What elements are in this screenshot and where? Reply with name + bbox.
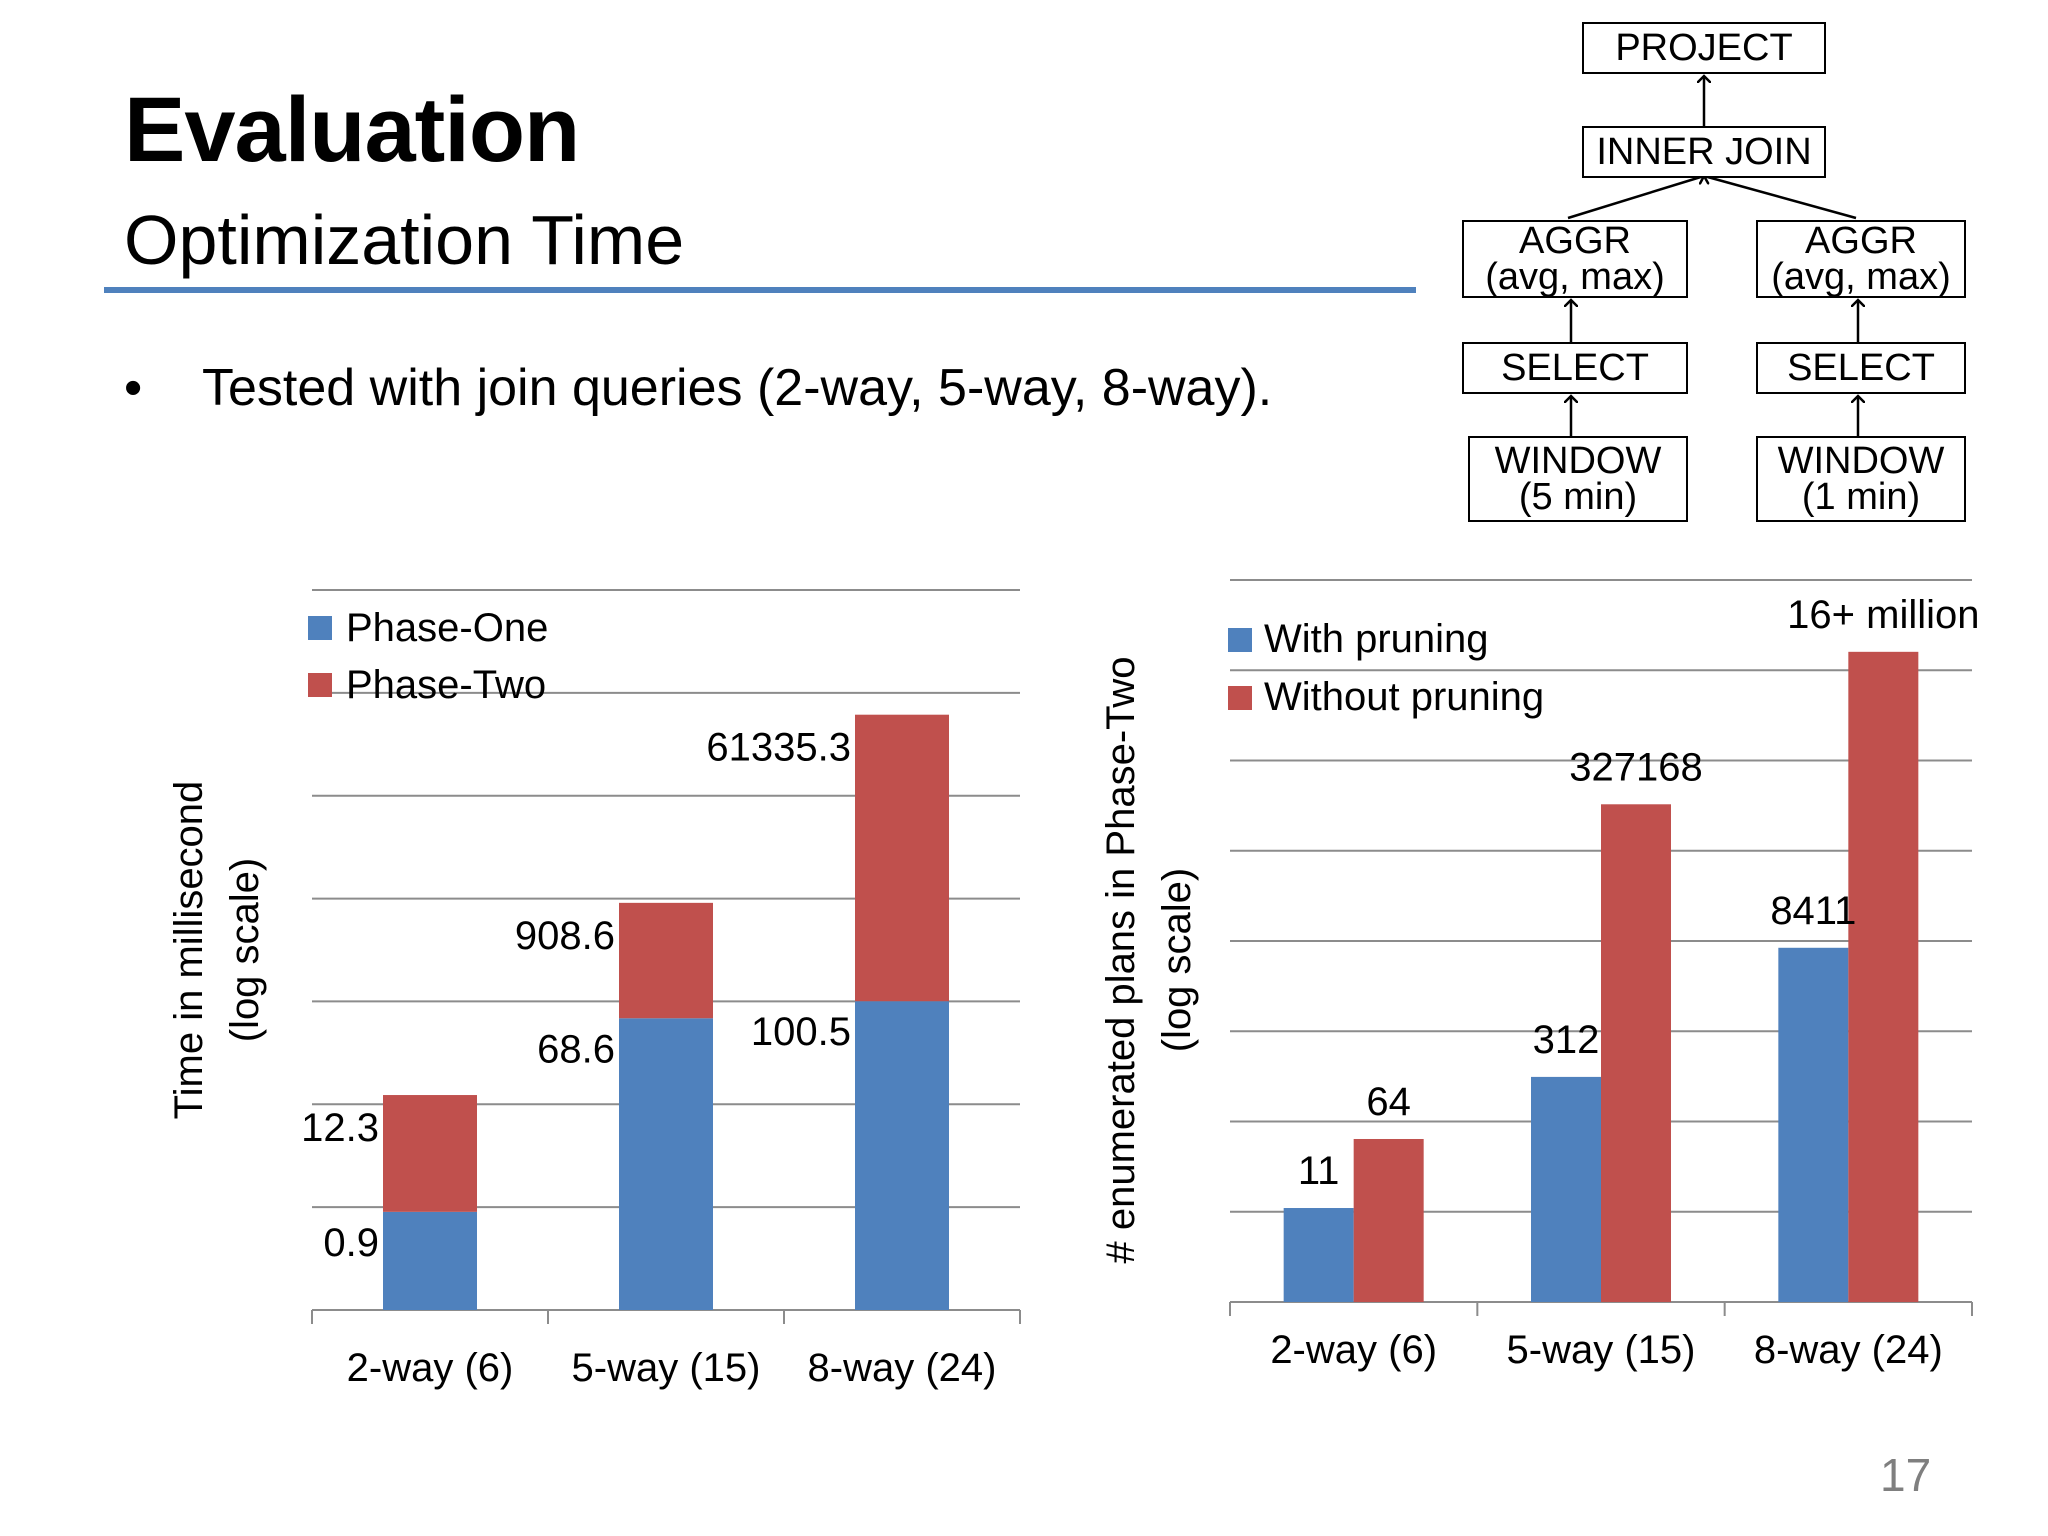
x-tick-label: 5-way (15) [572, 1346, 761, 1390]
bullet-dot-icon: • [124, 359, 143, 417]
plan-node-sublabel: (avg, max) [1771, 256, 1951, 298]
plan-node-label: AGGR [1805, 220, 1917, 262]
x-tick-label: 2-way (6) [1270, 1328, 1437, 1372]
legend-swatch-phase-two [308, 673, 332, 697]
x-tick-label: 2-way (6) [347, 1346, 514, 1390]
data-label-phase-one: 100.5 [751, 1010, 851, 1054]
x-tick-label: 8-way (24) [808, 1346, 997, 1390]
plan-node-label: SELECT [1787, 347, 1935, 389]
plan-node-label: INNER JOIN [1596, 131, 1812, 173]
data-label-phase-two: 61335.3 [706, 726, 851, 770]
bar-phase-one [383, 1211, 477, 1310]
plan-node-label: PROJECT [1615, 27, 1793, 69]
arrow-left-aggr-to-join [1567, 176, 1704, 220]
plan-node-right-select: SELECT [1756, 342, 1966, 394]
y-axis-label-scale: (log scale) [1155, 868, 1199, 1053]
bar-with-pruning [1778, 947, 1849, 1302]
plan-node-right-aggr: AGGR (avg, max) [1756, 220, 1966, 298]
plan-node-sublabel: (1 min) [1801, 476, 1921, 518]
bar-phase-two [855, 714, 949, 1002]
slide-title: Evaluation [124, 79, 580, 181]
data-label-without-pruning: 64 [1366, 1080, 1411, 1124]
legend-label-phase-one: Phase-One [346, 606, 548, 650]
bar-phase-two [383, 1095, 477, 1212]
plan-node-label: WINDOW [1777, 440, 1945, 482]
data-label-with-pruning: 11 [1298, 1149, 1340, 1193]
plan-node-project: PROJECT [1582, 22, 1826, 74]
slide-subtitle: Optimization Time [124, 201, 685, 279]
x-tick-label: 5-way (15) [1507, 1328, 1696, 1372]
bar-without-pruning [1848, 651, 1919, 1302]
plan-node-label: AGGR [1519, 220, 1631, 262]
plan-node-label: WINDOW [1494, 440, 1662, 482]
y-axis-label-scale: (log scale) [223, 858, 267, 1043]
arrow-right-aggr-to-join [1704, 176, 1857, 220]
data-label-without-pruning: 327168 [1569, 745, 1702, 789]
data-label-without-pruning: 16+ million [1787, 593, 1979, 637]
data-label-with-pruning: 8411 [1770, 889, 1856, 933]
data-label-phase-two: 12.3 [301, 1106, 379, 1150]
legend-label-with-pruning: With pruning [1264, 617, 1489, 661]
plan-node-right-window: WINDOW (1 min) [1756, 436, 1966, 522]
x-tick-label: 8-way (24) [1754, 1328, 1943, 1372]
plan-node-sublabel: (avg, max) [1485, 256, 1665, 298]
plan-node-left-select: SELECT [1462, 342, 1688, 394]
bar-phase-two [619, 902, 713, 1019]
data-label-phase-two: 908.6 [515, 914, 615, 958]
plan-node-left-aggr: AGGR (avg, max) [1462, 220, 1688, 298]
plan-node-left-window: WINDOW (5 min) [1468, 436, 1688, 522]
bar-without-pruning [1353, 1138, 1424, 1302]
page-number: 17 [1880, 1449, 1932, 1501]
plan-node-inner-join: INNER JOIN [1582, 126, 1826, 178]
bar-with-pruning [1531, 1076, 1601, 1302]
bar-phase-one [855, 1001, 949, 1310]
plan-node-sublabel: (5 min) [1518, 476, 1638, 518]
bar-without-pruning [1601, 804, 1671, 1302]
legend-label-phase-two: Phase-Two [346, 663, 546, 707]
legend-swatch-with-pruning [1228, 628, 1252, 652]
y-axis-label: # enumerated plans in Phase-Two [1099, 656, 1143, 1263]
legend-swatch-phase-one [308, 616, 332, 640]
legend-label-without-pruning: Without pruning [1264, 675, 1544, 719]
y-axis-label: Time in millisecond [167, 781, 211, 1120]
legend-swatch-without-pruning [1228, 686, 1252, 710]
plan-tree-connectors [0, 0, 2048, 436]
bar-phase-one [619, 1018, 713, 1310]
title-divider [104, 287, 1416, 293]
bullet-text: Tested with join queries (2-way, 5-way, … [202, 359, 1273, 417]
bar-with-pruning [1283, 1208, 1354, 1302]
plan-node-label: SELECT [1501, 347, 1649, 389]
data-label-phase-one: 68.6 [537, 1027, 615, 1071]
data-label-phase-one: 0.9 [323, 1221, 379, 1265]
bullet-item: • Tested with join queries (2-way, 5-way… [124, 358, 1272, 418]
data-label-with-pruning: 312 [1533, 1018, 1600, 1062]
